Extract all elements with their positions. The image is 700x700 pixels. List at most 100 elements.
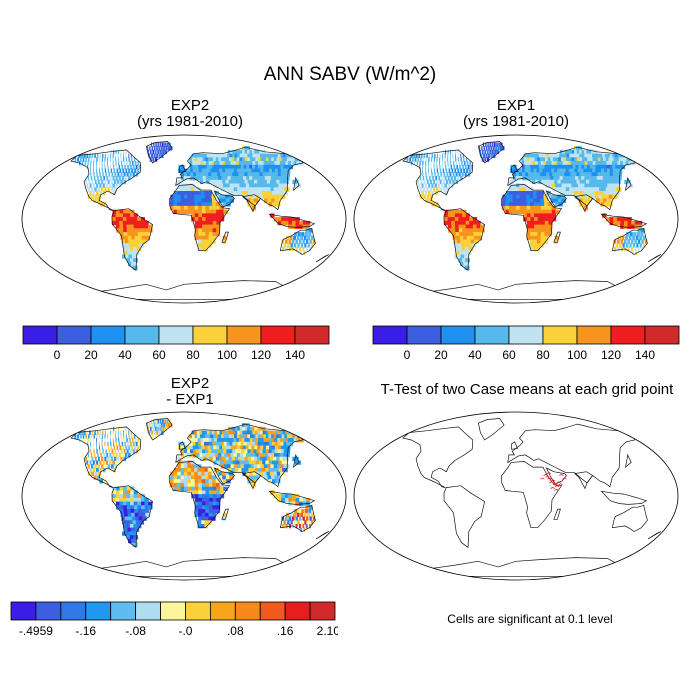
diff-grid-cell xyxy=(239,453,246,458)
exp1-grid-cell xyxy=(462,153,464,158)
exp1-grid-cell xyxy=(523,205,528,211)
exp2-grid-cell xyxy=(211,153,217,158)
diff-grid-cell xyxy=(90,453,93,458)
exp1-grid-cell xyxy=(579,187,585,192)
exp1-grid-cell xyxy=(566,157,572,162)
diff-grid-cell xyxy=(221,453,226,458)
exp2-grid-cell xyxy=(114,172,117,177)
exp2-grid-cell xyxy=(201,164,206,170)
ttest-coastline-africa xyxy=(500,461,563,529)
diff-grid-cell xyxy=(264,475,270,480)
exp1-grid-cell xyxy=(544,228,549,233)
diff-panel-title: EXP2 - EXP1 xyxy=(40,376,340,408)
exp1-grid-cell xyxy=(609,176,616,181)
diff-grid-cell xyxy=(226,449,232,454)
exp1-grid-cell xyxy=(522,191,527,196)
diff-grid-cell xyxy=(223,449,229,454)
exp1-grid-cell xyxy=(526,209,531,214)
exp2-grid-cell xyxy=(118,161,120,166)
exp1-grid-cell xyxy=(540,176,546,181)
exp1-grid-cell xyxy=(495,146,498,151)
diff-grid-cell xyxy=(144,505,150,510)
exp2-grid-cell xyxy=(203,164,209,170)
diff-grid-cell xyxy=(300,520,303,525)
diff-grid-cell xyxy=(247,456,253,462)
diff-grid-cell xyxy=(220,434,226,439)
diff-grid-cell xyxy=(258,460,265,465)
exp2-grid-cell xyxy=(213,168,218,173)
exp1-grid-cell xyxy=(559,161,565,166)
exp2-grid-cell xyxy=(212,209,217,214)
diff-grid-cell xyxy=(94,430,96,435)
exp1-grid-cell xyxy=(490,153,493,158)
diff-grid-cell xyxy=(90,445,91,450)
exp2-grid-cell xyxy=(180,209,185,214)
exp2-grid-cell xyxy=(110,149,112,155)
exp1-grid-cell xyxy=(537,157,542,162)
exp2-colorbar-label: 20 xyxy=(84,348,98,362)
diff-grid-cell xyxy=(217,449,222,454)
exp2-grid-cell xyxy=(218,198,224,203)
exp1-grid-cell xyxy=(582,187,588,192)
exp1-grid-cell xyxy=(491,142,494,147)
exp1-grid-cell xyxy=(576,179,582,185)
exp1-grid-cell xyxy=(596,176,603,181)
exp1-grid-cell xyxy=(626,232,630,237)
exp2-grid-cell xyxy=(252,176,258,181)
exp2-grid-cell xyxy=(186,168,191,173)
diff-grid-cell xyxy=(200,468,206,473)
exp2-grid-cell xyxy=(309,228,313,233)
exp2-grid-cell xyxy=(260,187,266,192)
exp2-grid-cell xyxy=(77,157,79,162)
exp2-grid-cell xyxy=(216,228,221,233)
exp2-grid-cell xyxy=(123,157,125,162)
exp2-grid-cell xyxy=(177,198,181,203)
exp2-grid-cell xyxy=(184,187,188,192)
exp1-grid-cell xyxy=(546,161,551,166)
exp1-grid-cell xyxy=(521,161,526,166)
exp2-grid-cell xyxy=(202,224,207,229)
exp1-grid-cell xyxy=(455,247,461,252)
diff-grid-cell xyxy=(233,464,239,469)
exp1-grid-cell xyxy=(505,205,510,211)
exp1-grid-cell xyxy=(458,217,463,222)
exp1-grid-cell xyxy=(450,164,453,170)
diff-grid-cell xyxy=(134,527,140,532)
exp1-grid-cell xyxy=(620,220,625,226)
exp1-grid-cell xyxy=(463,254,469,259)
exp2-grid-cell xyxy=(139,243,144,248)
diff-grid-cell xyxy=(74,434,77,439)
diff-grid-cell xyxy=(148,430,151,435)
exp1-grid-cell xyxy=(452,235,458,241)
exp1-grid-cell xyxy=(613,183,620,188)
diff-grid-cell xyxy=(133,524,139,529)
exp2-coastline-madagascar xyxy=(221,231,229,243)
diff-grid-cell xyxy=(237,464,243,469)
exp2-grid-cell xyxy=(212,179,218,185)
diff-grid-cell xyxy=(87,438,89,443)
exp1-grid-cell xyxy=(522,187,527,192)
exp1-grid-cell xyxy=(537,220,542,226)
exp2-grid-cell xyxy=(213,157,218,162)
exp1-grid-cell xyxy=(467,164,470,170)
diff-grid-cell xyxy=(208,471,213,476)
exp2-grid-cell xyxy=(194,228,199,233)
exp1-grid-cell xyxy=(639,243,642,248)
exp2-grid-cell xyxy=(197,247,202,252)
exp2-grid-cell xyxy=(107,157,109,162)
exp1-grid-cell xyxy=(482,142,485,147)
diff-grid-cell xyxy=(194,430,198,435)
exp1-grid-cell xyxy=(446,179,449,185)
exp1-grid-cell xyxy=(439,187,443,192)
exp1-grid-cell xyxy=(420,157,422,162)
exp2-grid-cell xyxy=(234,157,240,162)
exp1-grid-cell xyxy=(548,209,553,214)
exp1-grid-cell xyxy=(521,157,525,162)
exp1-grid-cell xyxy=(431,191,435,196)
exp1-grid-cell xyxy=(523,217,528,222)
exp1-grid-cell xyxy=(568,176,574,181)
exp1-grid-cell xyxy=(549,172,554,177)
diff-grid-cell xyxy=(222,430,227,435)
diff-grid-cell xyxy=(130,490,135,495)
exp2-grid-cell xyxy=(91,179,94,185)
